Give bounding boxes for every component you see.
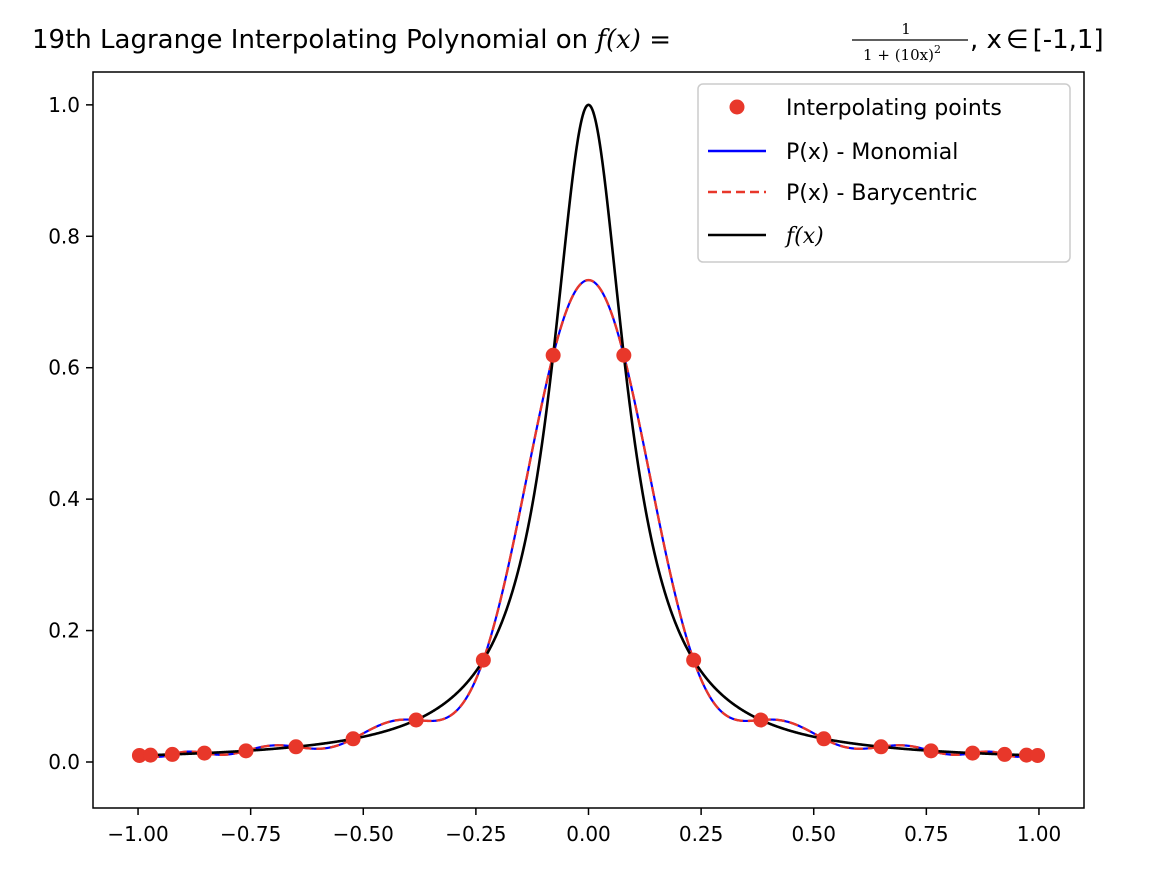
y-tick-label: 0.0 xyxy=(48,750,80,774)
interpolating-points xyxy=(131,347,1046,763)
legend-label-fx: f(x) xyxy=(784,224,824,249)
title-elem: ∈ xyxy=(1006,25,1029,55)
x-tick-label: 0.75 xyxy=(904,822,949,846)
svg-text:, x∈[-1,1]: , x ∈ [-1,1] xyxy=(970,25,1104,55)
legend-item-monomial: P(x) - Monomial xyxy=(708,140,958,165)
y-tick-label: 0.8 xyxy=(48,224,80,248)
legend-marker-interpolating-points xyxy=(729,99,745,115)
interpolating-point xyxy=(408,712,424,728)
y-tick-label: 0.6 xyxy=(48,356,80,380)
svg-text:1 + (10x)2: 1 + (10x)2 xyxy=(863,43,941,64)
series-line-barycentric xyxy=(137,278,1040,758)
interpolating-point xyxy=(164,746,180,762)
x-axis-ticks: −1.00 −0.75 −0.50 −0.25 0.00 0.25 0.50 0.75 1.00 xyxy=(107,808,1061,846)
x-tick-label: 1.00 xyxy=(1017,822,1062,846)
title-eq: = xyxy=(641,25,671,55)
y-axis-ticks: 0.0 0.2 0.4 0.6 0.8 1.0 xyxy=(48,93,93,774)
interpolating-point xyxy=(616,347,632,363)
legend-item-interpolating-points: Interpolating points xyxy=(729,96,1002,121)
interpolating-point xyxy=(686,652,702,668)
svg-text:19th Lagrange Interpolating Po: 19th Lagrange Interpolating Polynomial o… xyxy=(32,25,671,55)
title-denominator-exp: 2 xyxy=(934,43,941,56)
y-tick-label: 1.0 xyxy=(48,93,80,117)
interpolating-point xyxy=(873,739,889,755)
title-numerator: 1 xyxy=(901,20,911,38)
x-tick-label: −1.00 xyxy=(107,822,168,846)
x-tick-label: −0.75 xyxy=(220,822,281,846)
x-tick-label: 0.00 xyxy=(566,822,611,846)
interpolating-point xyxy=(345,731,361,747)
x-tick-label: −0.50 xyxy=(333,822,394,846)
title-suffix: , x xyxy=(970,25,1002,55)
y-tick-label: 0.4 xyxy=(48,487,80,511)
legend: Interpolating points P(x) - Monomial P(x… xyxy=(697,83,1071,263)
title-prefix: 19th Lagrange Interpolating Polynomial o… xyxy=(32,25,596,55)
chart-title: 19th Lagrange Interpolating Polynomial o… xyxy=(32,20,1104,64)
interpolating-point xyxy=(965,745,981,761)
legend-label-interpolating-points: Interpolating points xyxy=(786,96,1002,121)
interpolating-point xyxy=(1019,747,1035,763)
series-line-fx xyxy=(138,103,1039,757)
interpolating-point xyxy=(816,731,832,747)
interpolating-point xyxy=(142,747,158,763)
interpolating-point xyxy=(475,652,491,668)
x-tick-label: −0.25 xyxy=(445,822,506,846)
interpolating-point xyxy=(1030,747,1046,763)
series-layer xyxy=(131,103,1046,763)
interpolating-point xyxy=(131,747,147,763)
title-denominator: 1 + (10x) xyxy=(863,46,934,64)
interpolating-point xyxy=(997,746,1013,762)
legend-item-fx: f(x) xyxy=(708,224,824,249)
title-fx: f(x) xyxy=(594,25,641,55)
interpolating-point xyxy=(288,739,304,755)
y-tick-label: 0.2 xyxy=(48,619,80,643)
x-tick-label: 0.50 xyxy=(791,822,836,846)
x-tick-label: 0.25 xyxy=(679,822,724,846)
interpolating-point xyxy=(196,745,212,761)
interpolating-point xyxy=(238,743,254,759)
interpolating-point xyxy=(923,743,939,759)
interpolating-point xyxy=(753,712,769,728)
legend-box xyxy=(697,83,1071,263)
title-interval: [-1,1] xyxy=(1033,25,1104,55)
legend-item-barycentric: P(x) - Barycentric xyxy=(708,181,977,206)
interpolating-point xyxy=(545,347,561,363)
legend-label-monomial: P(x) - Monomial xyxy=(786,140,958,165)
legend-label-barycentric: P(x) - Barycentric xyxy=(786,181,977,206)
